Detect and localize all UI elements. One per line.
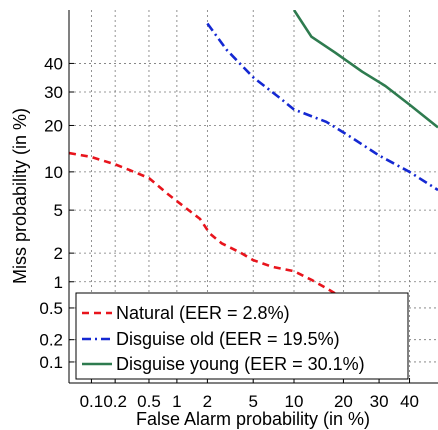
x-tick-label-0-1: 0.1 <box>80 392 104 411</box>
x-axis-title: False Alarm probability (in %) <box>136 409 370 429</box>
y-axis-ticks: 0.1 0.2 0.5 1 2 5 10 20 30 40 <box>39 54 74 372</box>
x-tick-label-10: 10 <box>285 392 304 411</box>
y-tick-label-2: 2 <box>54 244 63 263</box>
y-tick-label-1: 1 <box>54 273 63 292</box>
y-tick-label-30: 30 <box>44 83 63 102</box>
y-axis-title: Miss probability (in %) <box>10 108 30 284</box>
series-line-disguise-young <box>292 10 438 129</box>
y-tick-label-40: 40 <box>44 54 63 73</box>
legend-label-natural: Natural (EER = 2.8%) <box>116 303 290 323</box>
y-tick-label-0-5: 0.5 <box>39 299 63 318</box>
x-tick-label-30: 30 <box>370 392 389 411</box>
legend: Natural (EER = 2.8%) Disguise old (EER =… <box>75 292 409 380</box>
series-line-disguise-old <box>206 22 438 192</box>
x-tick-label-20: 20 <box>334 392 353 411</box>
x-tick-label-0-5: 0.5 <box>137 392 161 411</box>
legend-label-disguise-old: Disguise old (EER = 19.5%) <box>116 329 340 349</box>
x-tick-label-0-2: 0.2 <box>103 392 127 411</box>
y-tick-label-20: 20 <box>44 116 63 135</box>
x-tick-label-5: 5 <box>248 392 257 411</box>
y-tick-label-5: 5 <box>54 201 63 220</box>
x-tick-label-40: 40 <box>400 392 419 411</box>
legend-box <box>75 292 409 380</box>
series-lines <box>69 10 438 315</box>
x-axis-ticks: 0.1 0.2 0.5 1 2 5 10 20 30 40 <box>80 378 419 411</box>
series-line-natural <box>69 151 367 315</box>
x-tick-label-1: 1 <box>172 392 181 411</box>
y-tick-label-10: 10 <box>44 163 63 182</box>
legend-label-disguise-young: Disguise young (EER = 30.1%) <box>116 354 365 374</box>
y-tick-label-0-2: 0.2 <box>39 331 63 350</box>
x-tick-label-2: 2 <box>203 392 212 411</box>
y-tick-label-0-1: 0.1 <box>39 353 63 372</box>
